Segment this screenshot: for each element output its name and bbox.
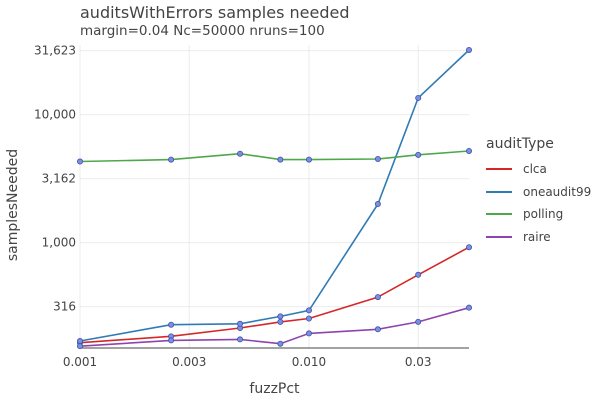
data-point-oneaudit99 (237, 320, 244, 327)
data-point-polling (277, 156, 284, 163)
x-tick-label: 0.001 (63, 355, 97, 369)
legend-swatch-oneaudit99 (486, 190, 512, 193)
series-line-clca (79, 246, 470, 344)
data-point-raire (77, 343, 84, 350)
data-point-raire (237, 336, 244, 343)
data-point-clca (374, 294, 381, 301)
series-line-oneaudit99 (79, 49, 470, 342)
legend-item-polling[interactable]: polling (486, 203, 591, 226)
data-point-polling (374, 155, 381, 162)
y-tick-label: 31,623 (34, 44, 76, 58)
series-lines (77, 46, 472, 350)
data-point-clca (277, 318, 284, 325)
series-line-raire (79, 306, 470, 347)
legend-item-clca[interactable]: clca (486, 158, 591, 181)
data-point-oneaudit99 (168, 321, 175, 328)
data-point-raire (465, 304, 472, 311)
x-tick-label: 0.003 (172, 355, 206, 369)
series-line-polling (79, 150, 470, 163)
tick-labels: 0.001 0.003 0.010 0.03 316 1,000 3,162 10,000 31… (34, 44, 432, 369)
y-tick-label: 1,000 (42, 236, 76, 250)
data-point-clca (465, 244, 472, 251)
legend-swatch-clca (486, 168, 512, 171)
data-point-polling (237, 150, 244, 157)
y-tick-label: 3,162 (42, 172, 76, 186)
data-point-clca (415, 271, 422, 278)
legend-label-raire: raire (523, 229, 551, 244)
legend-swatch-polling (486, 213, 512, 216)
grid-lines (79, 45, 469, 348)
x-tick-label: 0.010 (292, 355, 326, 369)
data-point-polling (465, 147, 472, 154)
data-point-raire (374, 326, 381, 333)
data-point-clca (305, 315, 312, 322)
data-point-oneaudit99 (465, 46, 472, 53)
data-point-polling (415, 151, 422, 158)
legend-title: auditType (486, 136, 554, 152)
legend-item-raire[interactable]: raire (486, 226, 591, 249)
legend-label-oneaudit99: oneaudit99 (523, 184, 592, 199)
data-point-polling (77, 158, 84, 165)
y-tick-label: 316 (53, 300, 76, 314)
legend-label-clca: clca (523, 162, 547, 177)
chart-title: auditsWithErrors samples needed (80, 3, 350, 22)
legend-swatch-raire (486, 235, 512, 238)
x-axis-label: fuzzPct (249, 381, 300, 397)
legend-item-oneaudit99[interactable]: oneaudit99 (486, 181, 591, 204)
data-point-oneaudit99 (77, 338, 84, 345)
data-point-oneaudit99 (305, 307, 312, 314)
data-point-polling (305, 156, 312, 163)
data-point-oneaudit99 (415, 94, 422, 101)
data-point-raire (415, 318, 422, 325)
data-point-raire (168, 337, 175, 344)
legend-label-polling: polling (523, 207, 564, 222)
legend: auditType clca oneaudit99 polling raire (486, 136, 591, 248)
data-point-raire (305, 330, 312, 337)
data-point-oneaudit99 (374, 201, 381, 208)
chart-subtitle: margin=0.04 Nc=50000 nruns=100 (80, 23, 325, 39)
data-point-polling (168, 156, 175, 163)
x-tick-label: 0.03 (405, 355, 432, 369)
y-axis-label: samplesNeeded (5, 148, 21, 262)
data-point-raire (277, 340, 284, 347)
y-tick-label: 10,000 (34, 108, 76, 122)
data-point-oneaudit99 (277, 313, 284, 320)
